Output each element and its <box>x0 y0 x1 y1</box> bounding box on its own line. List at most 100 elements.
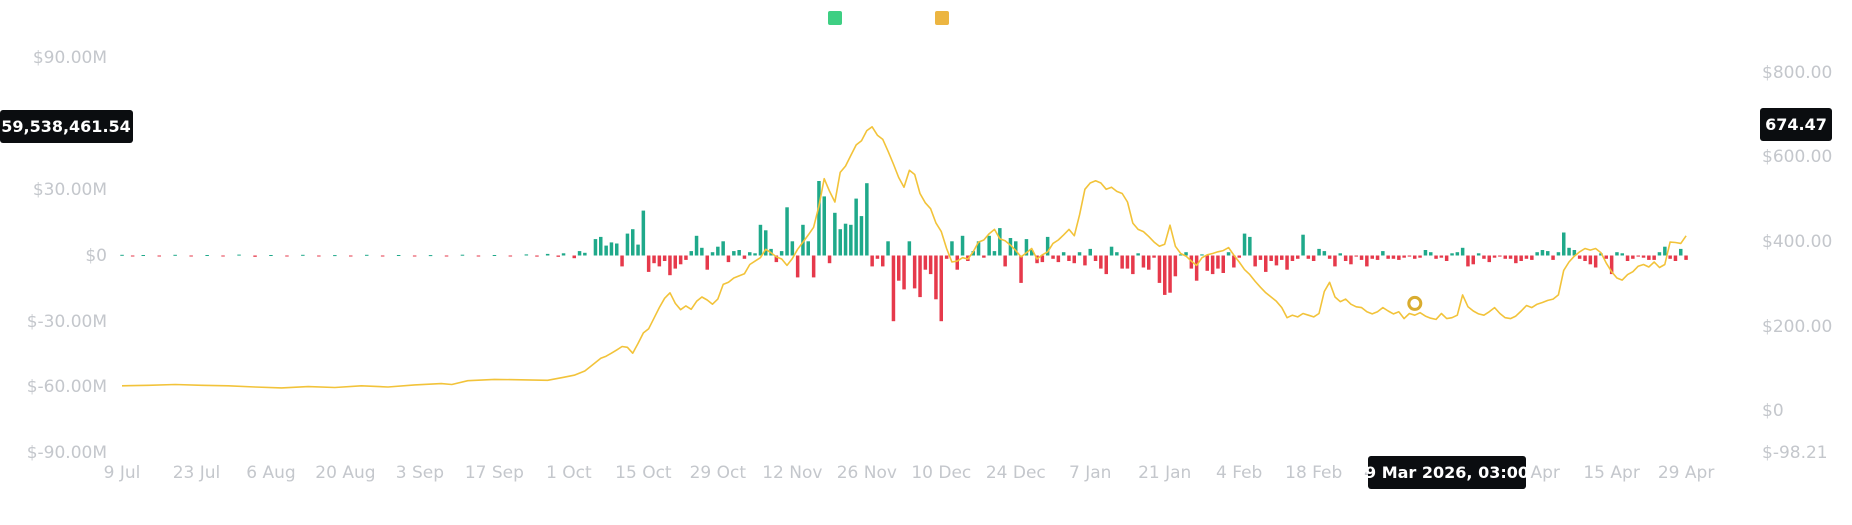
inflow-bar[interactable] <box>545 253 550 256</box>
outflow-bar[interactable] <box>1530 255 1534 260</box>
outflow-bar[interactable] <box>1343 255 1348 262</box>
outflow-bar[interactable] <box>928 255 933 275</box>
inflow-bar[interactable] <box>907 241 912 256</box>
outflow-bar[interactable] <box>1120 255 1124 269</box>
inflow-bar[interactable] <box>593 239 598 256</box>
inflow-bar[interactable] <box>998 228 1002 256</box>
outflow-bar[interactable] <box>620 255 624 267</box>
outflow-bar[interactable] <box>1083 255 1087 266</box>
inflow-bar[interactable] <box>524 254 529 256</box>
inflow-bar[interactable] <box>758 224 763 256</box>
outflow-bar[interactable] <box>412 255 417 257</box>
inflow-bar[interactable] <box>976 241 981 256</box>
outflow-bar[interactable] <box>897 255 901 281</box>
inflow-bar[interactable] <box>950 241 954 256</box>
outflow-bar[interactable] <box>1636 255 1641 257</box>
inflow-bar[interactable] <box>1030 250 1034 256</box>
inflow-bar[interactable] <box>716 246 720 256</box>
outflow-bar[interactable] <box>317 255 321 257</box>
outflow-bar[interactable] <box>1524 255 1529 259</box>
outflow-bar[interactable] <box>673 255 678 269</box>
outflow-bar[interactable] <box>1131 255 1135 275</box>
outflow-bar[interactable] <box>657 255 662 267</box>
outflow-bar[interactable] <box>1673 255 1678 262</box>
outflow-bar[interactable] <box>285 255 289 257</box>
inflow-bar[interactable] <box>237 254 241 256</box>
outflow-bar[interactable] <box>1296 255 1300 259</box>
inflow-bar[interactable] <box>1381 251 1385 256</box>
outflow-bar[interactable] <box>1519 255 1523 262</box>
outflow-bar[interactable] <box>891 255 896 322</box>
inflow-bar[interactable] <box>1679 248 1683 256</box>
outflow-bar[interactable] <box>157 255 162 257</box>
outflow-bar[interactable] <box>1333 255 1337 267</box>
outflow-bar[interactable] <box>1487 255 1492 263</box>
outflow-bar[interactable] <box>189 255 193 257</box>
inflow-bar[interactable] <box>141 255 146 256</box>
outflow-bar[interactable] <box>1349 255 1353 265</box>
inflow-bar[interactable] <box>1620 253 1625 256</box>
outflow-bar[interactable] <box>1604 255 1609 259</box>
inflow-bar[interactable] <box>753 253 757 256</box>
inflow-bar[interactable] <box>689 251 694 256</box>
outflow-bar[interactable] <box>1354 255 1359 257</box>
inflow-bar[interactable] <box>396 255 401 256</box>
outflow-bar[interactable] <box>1471 255 1476 265</box>
outflow-bar[interactable] <box>795 255 800 278</box>
outflow-bar[interactable] <box>1285 255 1289 270</box>
inflow-bar[interactable] <box>694 235 699 256</box>
outflow-bar[interactable] <box>1397 255 1401 260</box>
inflow-bar[interactable] <box>333 255 337 257</box>
outflow-bar[interactable] <box>1391 255 1396 259</box>
inflow-bar[interactable] <box>1556 252 1561 256</box>
outflow-bar[interactable] <box>1051 255 1055 259</box>
inflow-bar[interactable] <box>428 255 433 257</box>
inflow-bar[interactable] <box>365 254 369 256</box>
outflow-bar[interactable] <box>1258 255 1263 260</box>
outflow-bar[interactable] <box>1631 255 1635 259</box>
inflow-bar[interactable] <box>1599 253 1603 256</box>
outflow-bar[interactable] <box>1237 255 1242 258</box>
outflow-bar[interactable] <box>1434 255 1438 259</box>
inflow-bar[interactable] <box>833 212 837 256</box>
outflow-bar[interactable] <box>668 255 672 276</box>
inflow-bar[interactable] <box>1136 253 1140 256</box>
inflow-bar[interactable] <box>1109 246 1114 256</box>
outflow-bar[interactable] <box>1194 255 1199 281</box>
inflow-bar[interactable] <box>1338 253 1343 256</box>
inflow-bar[interactable] <box>173 254 177 256</box>
outflow-bar[interactable] <box>1551 255 1555 260</box>
inflow-bar[interactable] <box>764 230 768 256</box>
outflow-bar[interactable] <box>508 255 513 257</box>
inflow-bar[interactable] <box>604 245 608 256</box>
inflow-bar[interactable] <box>1657 252 1662 256</box>
inflow-bar[interactable] <box>1184 252 1188 256</box>
outflow-bar[interactable] <box>982 255 986 258</box>
outflow-bar[interactable] <box>1067 255 1071 262</box>
outflow-bar[interactable] <box>1418 255 1422 258</box>
inflow-bar[interactable] <box>460 254 465 256</box>
inflow-bar[interactable] <box>1455 252 1460 256</box>
outflow-bar[interactable] <box>1370 255 1375 259</box>
outflow-bar[interactable] <box>742 255 747 259</box>
inflow-bar[interactable] <box>1317 248 1321 256</box>
outflow-bar[interactable] <box>923 255 928 270</box>
inflow-bar[interactable] <box>1045 236 1050 256</box>
inflow-bar[interactable] <box>817 181 821 256</box>
outflow-bar[interactable] <box>1157 255 1162 283</box>
inflow-bar[interactable] <box>865 183 869 256</box>
outflow-bar[interactable] <box>1375 255 1380 260</box>
outflow-bar[interactable] <box>476 255 481 257</box>
outflow-bar[interactable] <box>1099 255 1103 269</box>
outflow-bar[interactable] <box>912 255 917 289</box>
outflow-bar[interactable] <box>678 255 683 265</box>
inflow-bar[interactable] <box>631 229 635 256</box>
outflow-bar[interactable] <box>1280 255 1284 260</box>
outflow-bar[interactable] <box>1274 255 1279 266</box>
inflow-bar[interactable] <box>636 244 640 256</box>
inflow-bar[interactable] <box>583 252 587 256</box>
inflow-bar[interactable] <box>748 252 752 256</box>
inflow-bar[interactable] <box>301 254 305 256</box>
outflow-bar[interactable] <box>1269 255 1273 262</box>
inflow-bar[interactable] <box>1178 254 1183 256</box>
